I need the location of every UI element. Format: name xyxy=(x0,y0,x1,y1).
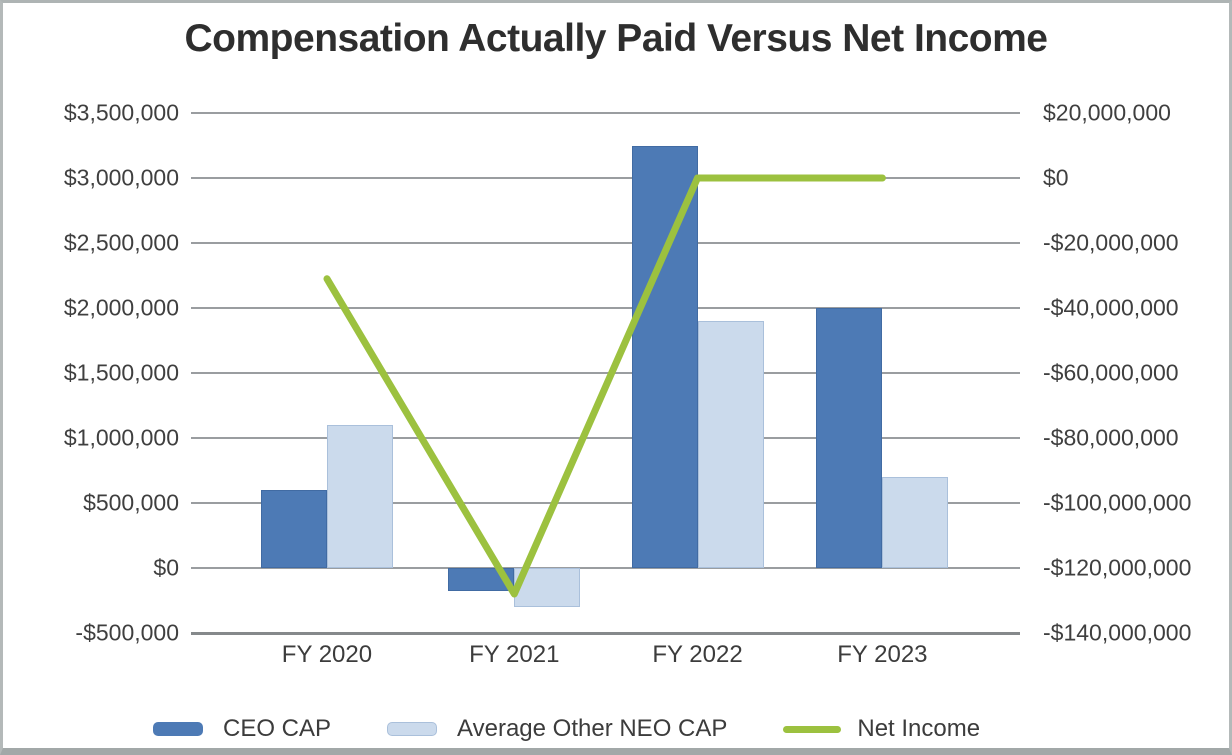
gridline xyxy=(191,502,1020,504)
right-axis-tick-label: $0 xyxy=(1043,164,1069,191)
right-axis-tick-label: -$120,000,000 xyxy=(1043,554,1192,581)
right-axis-tick-label: $20,000,000 xyxy=(1043,99,1171,126)
gridline xyxy=(191,567,1020,569)
right-axis-tick-label: -$20,000,000 xyxy=(1043,229,1179,256)
legend-item-net-income: Net Income xyxy=(783,715,980,743)
left-axis-tick-label: $2,000,000 xyxy=(63,294,179,321)
left-axis-tick-label: $3,000,000 xyxy=(63,164,179,191)
gridline xyxy=(191,437,1020,439)
plot-area xyxy=(191,112,1020,635)
gridline xyxy=(191,242,1020,244)
x-axis-label-fy-2021: FY 2021 xyxy=(469,641,560,668)
ceo-cap-swatch-icon xyxy=(153,722,203,736)
legend-item-avg-other-neo-cap: Average Other NEO CAP xyxy=(387,715,727,743)
left-axis-tick-label: $2,500,000 xyxy=(63,229,179,256)
chart-title: Compensation Actually Paid Versus Net In… xyxy=(184,17,1048,60)
x-axis-label-fy-2022: FY 2022 xyxy=(652,641,743,668)
net-income-line-swatch-icon xyxy=(783,725,842,733)
gridline xyxy=(191,177,1020,179)
bar-average-other-neo-cap-fy-2021 xyxy=(514,568,581,607)
avg-other-neo-cap-swatch-icon xyxy=(387,722,438,736)
bar-ceo-cap-fy-2023 xyxy=(816,308,883,568)
right-axis-tick-label: -$140,000,000 xyxy=(1043,619,1192,646)
left-axis-tick-label: $3,500,000 xyxy=(63,99,179,126)
legend-item-ceo-cap: CEO CAP xyxy=(153,715,331,743)
gridline xyxy=(191,112,1020,114)
gridline xyxy=(191,372,1020,374)
x-axis-label-fy-2023: FY 2023 xyxy=(837,641,928,668)
right-axis-tick-label: -$60,000,000 xyxy=(1043,359,1179,386)
right-axis-tick-label: -$100,000,000 xyxy=(1043,489,1192,516)
x-axis-label-fy-2020: FY 2020 xyxy=(281,641,373,668)
legend-label-avg-other-neo-cap: Average Other NEO CAP xyxy=(457,715,728,742)
bar-ceo-cap-fy-2021 xyxy=(448,568,515,591)
right-axis-tick-label: -$80,000,000 xyxy=(1043,424,1179,451)
left-axis-tick-label: -$500,000 xyxy=(75,619,179,646)
bar-average-other-neo-cap-fy-2020 xyxy=(326,425,393,568)
legend: CEO CAP Average Other NEO CAP Net Income xyxy=(153,715,980,743)
bar-ceo-cap-fy-2020 xyxy=(260,490,327,568)
bar-average-other-neo-cap-fy-2023 xyxy=(882,477,949,568)
left-axis-tick-label: $1,000,000 xyxy=(63,424,179,451)
legend-label-ceo-cap: CEO CAP xyxy=(223,715,332,742)
net-income-line xyxy=(323,174,886,598)
left-axis-tick-label: $0 xyxy=(153,554,179,581)
bar-ceo-cap-fy-2022 xyxy=(631,145,698,568)
gridline xyxy=(191,632,1020,635)
left-axis-tick-label: $1,500,000 xyxy=(63,359,179,386)
legend-label-net-income: Net Income xyxy=(857,715,981,742)
right-axis-tick-label: -$40,000,000 xyxy=(1043,294,1179,321)
gridline xyxy=(191,307,1020,309)
left-axis-tick-label: $500,000 xyxy=(83,489,179,516)
bar-average-other-neo-cap-fy-2022 xyxy=(697,321,764,568)
